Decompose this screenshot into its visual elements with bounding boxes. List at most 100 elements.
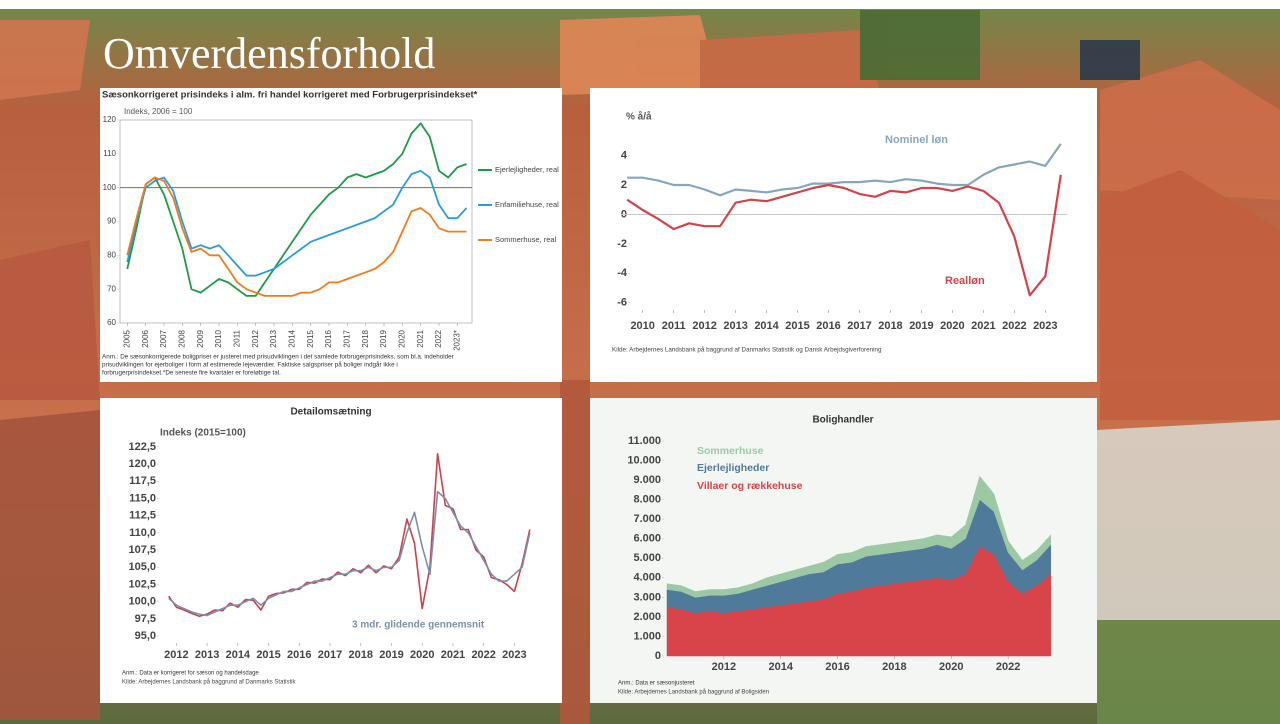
- note: forbrugerprisindekset.*De seneste fire k…: [102, 370, 281, 377]
- y-tick-label: 105,0: [128, 561, 156, 573]
- y-tick-label: 100: [103, 183, 117, 192]
- x-tick-label: 2017: [318, 649, 342, 661]
- x-tick-label: 2005: [122, 329, 131, 347]
- x-tick-label: 2011: [662, 320, 686, 332]
- x-tick-label: 2008: [177, 329, 186, 347]
- y-tick-label: 0: [655, 650, 661, 662]
- x-tick-label: 2021: [441, 649, 465, 661]
- x-tick-label: 2012: [251, 329, 260, 347]
- x-tick-label: 2020: [410, 649, 434, 661]
- x-tick-label: 2020: [940, 320, 964, 332]
- y-tick-label: 2: [621, 179, 627, 191]
- x-tick-label: 2007: [159, 329, 168, 347]
- series-line: [627, 143, 1062, 197]
- y-tick-label: 80: [107, 250, 116, 259]
- y-tick-label: 90: [107, 217, 116, 226]
- x-tick-label: 2006: [141, 329, 150, 347]
- series-line: [126, 169, 468, 277]
- x-tick-label: 2014: [226, 649, 251, 661]
- x-tick-label: 2015: [306, 329, 315, 347]
- note: prisudviklingen for ejerboliger i form a…: [102, 361, 398, 369]
- y-axis-label: Indeks, 2006 = 100: [124, 107, 193, 116]
- x-tick-label: 2012: [164, 649, 188, 661]
- y-tick-label: 8.000: [633, 494, 661, 506]
- x-tick-label: 2018: [878, 320, 902, 332]
- series-label: Nominel løn: [885, 134, 948, 146]
- panel: [590, 398, 1097, 703]
- x-tick-label: 2023: [502, 649, 526, 661]
- panel: [100, 398, 562, 703]
- x-tick-label: 2010: [214, 329, 223, 347]
- x-tick-label: 2018: [349, 649, 373, 661]
- panel: [590, 88, 1097, 382]
- y-tick-label: 120,0: [128, 458, 156, 470]
- y-tick-label: 10.000: [627, 454, 661, 466]
- legend-label: Sommerhuse, real: [495, 235, 557, 244]
- x-tick-label: 2019: [909, 320, 933, 332]
- x-tick-label: 2015: [785, 320, 809, 332]
- x-tick-label: 2012: [712, 661, 736, 673]
- x-tick-label: 2021: [416, 329, 425, 347]
- x-tick-label: 2017: [342, 329, 351, 347]
- source: Kilde: Arbejdernes Landsbank på baggrund…: [612, 346, 882, 354]
- y-tick-label: 107,5: [128, 544, 156, 556]
- y-tick-label: 1.000: [633, 630, 661, 642]
- y-tick-label: 102,5: [128, 578, 156, 590]
- y-tick-label: 60: [107, 318, 116, 327]
- x-tick-label: 2016: [825, 661, 849, 673]
- x-tick-label: 2010: [630, 320, 654, 332]
- x-tick-label: 2022: [471, 649, 495, 661]
- y-tick-label: 4: [621, 150, 628, 162]
- y-tick-label: -6: [617, 297, 627, 309]
- legend-label: Enfamiliehuse, real: [495, 200, 559, 209]
- x-tick-label: 2018: [882, 661, 906, 673]
- legend-label: Ejerlejligheder, real: [495, 165, 559, 174]
- y-tick-label: 5.000: [633, 552, 661, 564]
- y-tick-label: 120: [103, 115, 117, 124]
- roofs: [0, 10, 1280, 724]
- y-tick-label: 110,0: [129, 527, 156, 539]
- x-tick-label: 2020: [939, 661, 963, 673]
- x-tick-label: 2016: [287, 649, 311, 661]
- top-strip: [0, 0, 1280, 9]
- x-tick-label: 2012: [692, 320, 716, 332]
- y-tick-label: 70: [107, 284, 116, 293]
- x-tick-label: 2014: [754, 320, 779, 332]
- y-tick-label: 115,0: [129, 492, 156, 504]
- x-tick-label: 2021: [971, 320, 995, 332]
- series-label: 3 mdr. glidende gennemsnit: [352, 620, 485, 631]
- x-tick-label: 2014: [768, 661, 793, 673]
- x-tick-label: 2014: [287, 329, 296, 347]
- x-tick-label: 2009: [196, 329, 205, 347]
- note: Anm.: De sæsonkorrigerede boligpriser er…: [102, 354, 454, 361]
- series-area: [666, 475, 1052, 598]
- source: Kilde: Arbejdernes Landsbank på baggrund…: [618, 689, 769, 696]
- y-tick-label: 2.000: [633, 611, 661, 623]
- y-tick-label: 117,5: [129, 475, 156, 487]
- x-tick-label: 2023: [1033, 320, 1057, 332]
- plot-frame: [119, 119, 473, 324]
- x-tick-label: 2016: [324, 329, 333, 347]
- x-tick-label: 2022: [996, 661, 1020, 673]
- series-line: [626, 174, 1062, 297]
- y-axis-label: % å/å: [626, 111, 652, 123]
- y-tick-label: 7.000: [633, 513, 661, 525]
- y-tick-label: 97,5: [135, 613, 156, 625]
- x-tick-label: 2018: [361, 329, 370, 347]
- y-tick-label: -4: [617, 267, 628, 279]
- y-tick-label: 95,0: [135, 630, 156, 642]
- series-line: [126, 176, 467, 297]
- y-tick-label: 100,0: [128, 596, 156, 608]
- x-tick-label: 2017: [847, 320, 871, 332]
- x-tick-label: 2023*: [452, 330, 461, 351]
- y-tick-label: 4.000: [633, 572, 661, 584]
- y-tick-label: 11.000: [628, 435, 661, 447]
- y-tick-label: 110: [103, 149, 116, 158]
- series-label: Realløn: [945, 275, 985, 287]
- y-tick-label: 3.000: [633, 591, 661, 603]
- x-tick-label: 2022: [434, 329, 443, 347]
- y-tick-label: 112,5: [129, 510, 156, 522]
- slide-title: Omverdensforhold: [103, 29, 435, 78]
